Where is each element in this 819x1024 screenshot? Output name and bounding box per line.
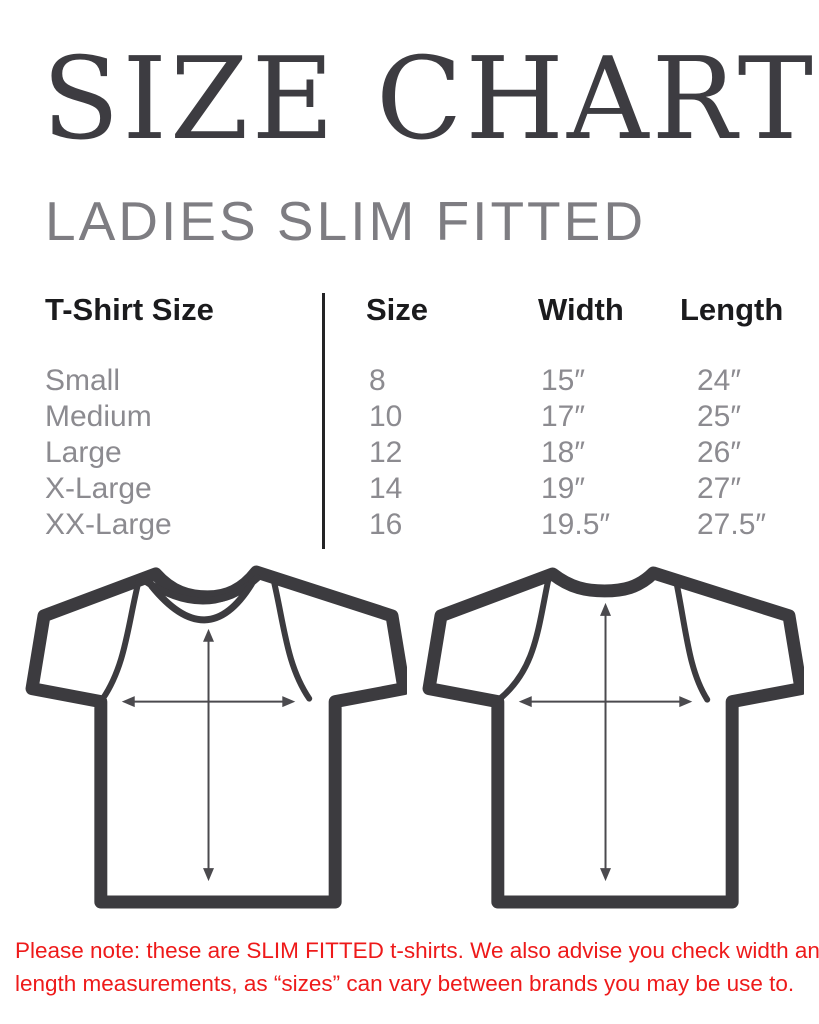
cell-size: 12 [369,436,403,469]
cell-size: 8 [369,364,386,397]
table-divider [322,293,325,549]
cell-item: X-Large [45,472,152,505]
cell-length: 27.5″ [697,508,767,541]
footnote-line-1: Please note: these are SLIM FITTED t-shi… [15,938,819,963]
page-subtitle: LADIES SLIM FITTED [45,190,647,252]
footnote-line-2: length measurements, as “sizes” can vary… [15,971,795,996]
cell-width: 18″ [541,436,585,469]
collar-inner-arc [148,580,255,624]
table-row: XX-Large 16 19.5″ 27.5″ [45,507,787,543]
tshirt-back-outline [422,566,804,909]
cell-length: 26″ [697,436,741,469]
size-table: T-Shirt Size Size Width Length Small 8 1… [45,291,787,549]
cell-size: 10 [369,400,403,433]
cell-length: 25″ [697,400,741,433]
cell-item: XX-Large [45,508,172,541]
cell-width: 19″ [541,472,585,505]
armhole-seam-right [270,575,313,702]
cell-width: 15″ [541,364,585,397]
column-header-item: T-Shirt Size [45,292,214,327]
tshirt-back-diagram-icon [422,566,804,909]
table-row: X-Large 14 19″ 27″ [45,471,787,507]
cell-size: 16 [369,508,403,541]
cell-length: 24″ [697,364,741,397]
tshirt-front-outline [25,565,407,909]
cell-width: 17″ [541,400,585,433]
table-row: Small 8 15″ 24″ [45,363,787,399]
back-seam-right [672,573,711,703]
column-header-length: Length [680,292,784,327]
back-seam-left [495,574,552,703]
table-row: Large 12 18″ 26″ [45,435,787,471]
column-header-size: Size [366,292,429,327]
page-title: SIZE CHART [42,33,817,165]
length-arrow [203,628,215,882]
tshirt-diagrams [22,565,804,916]
cell-item: Small [45,364,121,397]
footnote: Please note: these are SLIM FITTED t-shi… [15,934,819,1000]
armhole-seam-left [99,577,142,702]
cell-size: 14 [369,472,403,505]
cell-width: 19.5″ [541,508,611,541]
table-body: Small 8 15″ 24″ Medium 10 17″ 25″ Large … [45,363,787,543]
length-arrow [600,602,612,882]
table-row: Medium 10 17″ 25″ [45,399,787,435]
cell-length: 27″ [697,472,741,505]
tshirt-front-diagram-icon [25,565,407,909]
table-header-row: T-Shirt Size Size Width Length [45,291,787,329]
cell-item: Large [45,436,122,469]
column-header-width: Width [538,292,624,327]
cell-item: Medium [45,400,152,433]
